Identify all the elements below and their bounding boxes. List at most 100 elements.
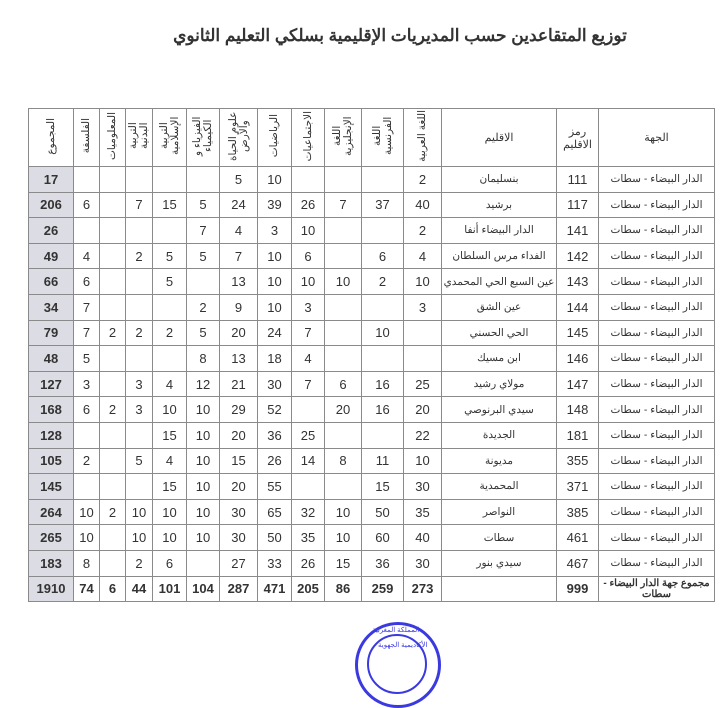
- cell-region: الدار البيضاء - سطات: [598, 345, 715, 372]
- table-row: 34 7 2 9 10 3 3 عين الشق 144 الدار البيضاء - سطات: [28, 293, 715, 321]
- column-header-label: الاجتماعيات: [301, 110, 314, 162]
- cell-philosophy: 7: [73, 319, 100, 347]
- cell-province: الجديدة: [441, 421, 557, 449]
- cell-code: 111: [556, 166, 599, 193]
- cell-arabic: 35: [403, 498, 442, 526]
- column-header-label: علوم الحياة والأرض: [226, 111, 250, 161]
- cell-pe: [125, 473, 153, 500]
- cell-french: 10: [361, 319, 404, 347]
- cell-info: 2: [99, 319, 126, 347]
- cell-province: [441, 575, 557, 603]
- column-header-label: اللغة الفرنسية: [370, 116, 394, 156]
- cell-french: 16: [361, 370, 404, 398]
- cell-total: 127: [28, 370, 74, 398]
- cell-philosophy: [73, 217, 100, 244]
- cell-code: 355: [556, 447, 599, 475]
- cell-province: مديونة: [441, 447, 557, 475]
- column-header-code: رمز الاقليم: [556, 108, 599, 167]
- official-stamp: المملكة المغربية الأكاديمية الجهوية: [355, 622, 441, 708]
- cell-province: برشيد: [441, 191, 557, 219]
- cell-svt: 20: [219, 473, 258, 500]
- cell-svt: 4: [219, 217, 258, 244]
- cell-arabic: 30: [403, 473, 442, 500]
- cell-svt: 21: [219, 370, 258, 398]
- cell-math: 52: [257, 396, 292, 423]
- column-header-label: الفيزياء و الكيمياء: [191, 116, 214, 156]
- cell-math: 36: [257, 421, 292, 449]
- cell-code: 999: [556, 575, 599, 603]
- cell-total: 34: [28, 293, 74, 321]
- cell-english: 10: [324, 268, 362, 295]
- cell-french: [361, 345, 404, 372]
- cell-code: 181: [556, 421, 599, 449]
- cell-region: مجموع جهة الدار البيضاء - سطات: [598, 575, 715, 603]
- retirees-table: المجموع الفلسفة المعلوميات التربية البدنية ا…: [28, 108, 715, 603]
- cell-french: 50: [361, 498, 404, 526]
- column-header-label: الفلسفة: [80, 118, 92, 154]
- cell-region: الدار البيضاء - سطات: [598, 473, 715, 500]
- cell-total: 105: [28, 447, 74, 475]
- cell-region: الدار البيضاء - سطات: [598, 396, 715, 423]
- cell-islamic: 6: [152, 549, 187, 577]
- cell-french: 60: [361, 524, 404, 551]
- cell-english: 86: [324, 575, 362, 603]
- column-header-label: اللغة الإنجليزية: [331, 116, 354, 156]
- cell-svt: 5: [219, 166, 258, 193]
- cell-info: 6: [99, 575, 126, 603]
- column-header-label: اللغة العربية: [416, 110, 428, 162]
- cell-math: 3: [257, 217, 292, 244]
- table-row: 183 8 2 6 27 33 26 15 36 30 سيدي بنور 467 الدار البي…: [28, 549, 715, 577]
- cell-english: 10: [324, 498, 362, 526]
- cell-islamic: 10: [152, 498, 187, 526]
- cell-social: 6: [291, 242, 325, 270]
- cell-svt: 7: [219, 242, 258, 270]
- cell-islamic: 4: [152, 447, 187, 475]
- column-header-label: التربية البدنية: [127, 122, 150, 150]
- cell-province: بنسليمان: [441, 166, 557, 193]
- cell-total: 265: [28, 524, 74, 551]
- cell-physics: 10: [186, 498, 220, 526]
- cell-region: الدار البيضاء - سطات: [598, 421, 715, 449]
- header-row: المجموع الفلسفة المعلوميات التربية البدنية ا…: [28, 108, 715, 167]
- cell-islamic: 10: [152, 524, 187, 551]
- cell-province: سيدي البرنوصي: [441, 396, 557, 423]
- cell-province: عين السبع الحي المحمدي: [441, 268, 557, 295]
- cell-philosophy: 10: [73, 498, 100, 526]
- cell-physics: 7: [186, 217, 220, 244]
- cell-svt: 27: [219, 549, 258, 577]
- column-header-label: الجهة: [644, 132, 669, 144]
- column-header-label: رمز الاقليم: [563, 125, 592, 151]
- cell-total: 66: [28, 268, 74, 295]
- column-header-french: اللغة الفرنسية: [361, 108, 404, 167]
- summary-row: 1910 74 6 44 101 104 287 471 205 86 259 273 999 مجموع…: [28, 575, 715, 603]
- cell-math: 10: [257, 166, 292, 193]
- cell-region: الدار البيضاء - سطات: [598, 242, 715, 270]
- cell-math: 471: [257, 575, 292, 603]
- column-header-label: الرياضيات: [268, 114, 280, 158]
- cell-pe: 7: [125, 191, 153, 219]
- cell-french: [361, 166, 404, 193]
- cell-philosophy: 6: [73, 396, 100, 423]
- cell-info: [99, 370, 126, 398]
- table-row: 264 10 2 10 10 10 30 65 32 10 50 35 النواصر 385 الدار …: [28, 498, 715, 526]
- cell-svt: 9: [219, 293, 258, 321]
- cell-arabic: [403, 319, 442, 347]
- cell-info: [99, 345, 126, 372]
- cell-philosophy: 4: [73, 242, 100, 270]
- cell-math: 50: [257, 524, 292, 551]
- cell-pe: 10: [125, 524, 153, 551]
- cell-total: 183: [28, 549, 74, 577]
- cell-social: 14: [291, 447, 325, 475]
- cell-french: 16: [361, 396, 404, 423]
- cell-math: 10: [257, 293, 292, 321]
- cell-physics: 10: [186, 473, 220, 500]
- cell-code: 467: [556, 549, 599, 577]
- cell-pe: 2: [125, 242, 153, 270]
- cell-province: سطات: [441, 524, 557, 551]
- cell-islamic: 4: [152, 370, 187, 398]
- cell-social: 10: [291, 217, 325, 244]
- column-header-label: المعلوميات: [106, 111, 118, 161]
- cell-english: [324, 242, 362, 270]
- cell-social: 32: [291, 498, 325, 526]
- cell-math: 33: [257, 549, 292, 577]
